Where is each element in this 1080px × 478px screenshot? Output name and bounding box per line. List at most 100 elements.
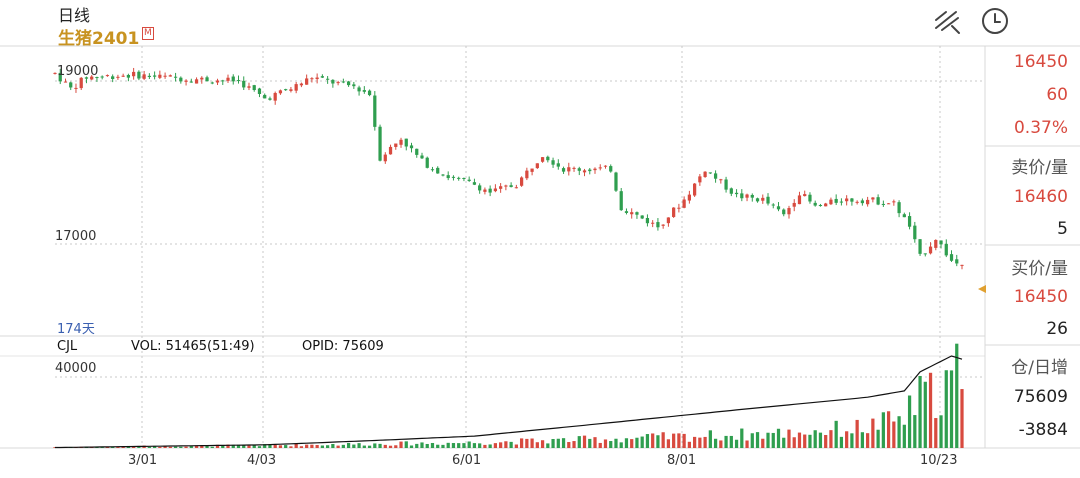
volume-bar: [577, 436, 581, 448]
indicator-name[interactable]: CJL: [57, 339, 78, 354]
volume-bar: [818, 432, 823, 448]
volume-bar: [949, 370, 954, 448]
candle-body: [95, 77, 99, 79]
volume-bar: [593, 437, 597, 448]
candle-body: [184, 80, 188, 82]
candle-body: [944, 243, 948, 256]
volume-bar: [881, 412, 885, 448]
volume-bar: [892, 421, 896, 448]
volume-bar: [923, 381, 927, 448]
candle-body: [902, 214, 906, 218]
candle-body: [357, 87, 361, 92]
candle-body: [687, 194, 691, 201]
volume-bar: [184, 446, 188, 448]
volume-bar: [137, 446, 141, 448]
volume-bar: [787, 429, 791, 448]
volume-bar: [845, 431, 849, 448]
candle-body: [645, 217, 650, 224]
volume-bar: [719, 440, 723, 448]
volume-bar: [609, 441, 613, 448]
volume-bar: [546, 443, 550, 448]
volume-bar: [860, 432, 865, 448]
candle-body: [509, 185, 513, 188]
volume-bar: [776, 428, 781, 448]
candle-body: [90, 76, 94, 80]
volume-bar: [782, 437, 786, 448]
candle-body: [215, 80, 220, 83]
candle-body: [918, 239, 922, 254]
volume-bar: [797, 432, 802, 448]
volume-bar: [588, 438, 592, 448]
candle-body: [399, 139, 403, 145]
current-price-marker: [978, 285, 986, 293]
bid-volume: 26: [1046, 319, 1068, 339]
volume-bar: [341, 444, 345, 448]
candle-body: [829, 199, 833, 205]
volume-bar: [194, 445, 199, 448]
candle-body: [100, 76, 104, 78]
volume-bar: [761, 438, 765, 448]
candle-body: [236, 80, 241, 82]
volume-bar: [221, 445, 225, 448]
candle-body: [907, 216, 912, 227]
volume-bar: [315, 444, 319, 448]
volume-bar: [561, 438, 566, 448]
volume-bar: [740, 428, 744, 448]
candle-body: [535, 163, 539, 169]
volume-bar: [205, 444, 209, 448]
volume-bar: [540, 440, 545, 448]
volume-bar: [415, 443, 419, 448]
open-interest-change: -3884: [1018, 420, 1068, 440]
volume-bar: [886, 411, 891, 448]
volume-bar: [121, 446, 125, 448]
candle-body: [132, 71, 136, 77]
volume-bar: [928, 372, 933, 448]
candle-body: [866, 199, 870, 205]
open-interest-label: 仓/日增: [1011, 358, 1068, 378]
candle-body: [457, 177, 461, 179]
candle-body: [588, 169, 592, 172]
volume-bar: [661, 432, 665, 448]
candle-body: [425, 157, 429, 168]
volume-bar: [734, 439, 739, 448]
volume-bar: [771, 432, 775, 448]
candle-body: [750, 194, 754, 198]
x-tick-label: 4/03: [247, 453, 277, 468]
volume-bar: [567, 442, 571, 448]
clock-icon[interactable]: [980, 6, 1010, 36]
candle-body: [273, 92, 277, 101]
y-tick-17000: 17000: [55, 229, 97, 244]
volume-bar: [582, 435, 587, 448]
candle-body: [352, 84, 356, 87]
volume-bar: [404, 441, 408, 448]
volume-bar: [645, 434, 650, 448]
candle-body: [803, 194, 807, 197]
candle-body: [179, 77, 183, 82]
candle-body: [567, 167, 571, 172]
candle-body: [462, 178, 466, 180]
volume-bar: [430, 442, 435, 448]
candle-body: [247, 86, 251, 88]
volume-bar: [750, 433, 754, 448]
x-tick-label: 3/01: [128, 453, 158, 468]
ask-volume: 5: [1057, 219, 1068, 239]
volume-bar: [425, 443, 429, 448]
candle-body: [651, 222, 655, 224]
candle-body: [609, 166, 613, 172]
candle-body: [698, 176, 702, 183]
volume-bar: [147, 446, 151, 448]
draw-line-icon[interactable]: [932, 6, 962, 36]
candle-body: [787, 208, 791, 215]
candle-body: [892, 201, 896, 203]
candle-body: [923, 253, 927, 255]
x-tick-label: 6/01: [452, 453, 482, 468]
volume-bar: [897, 416, 901, 448]
candle-body: [661, 224, 665, 226]
candle-body: [876, 197, 880, 205]
candle-body: [320, 76, 324, 78]
volume-bar: [305, 444, 309, 448]
candle-body: [808, 194, 812, 202]
symbol-name[interactable]: 生猪2401: [58, 29, 140, 49]
candle-body: [955, 259, 959, 264]
